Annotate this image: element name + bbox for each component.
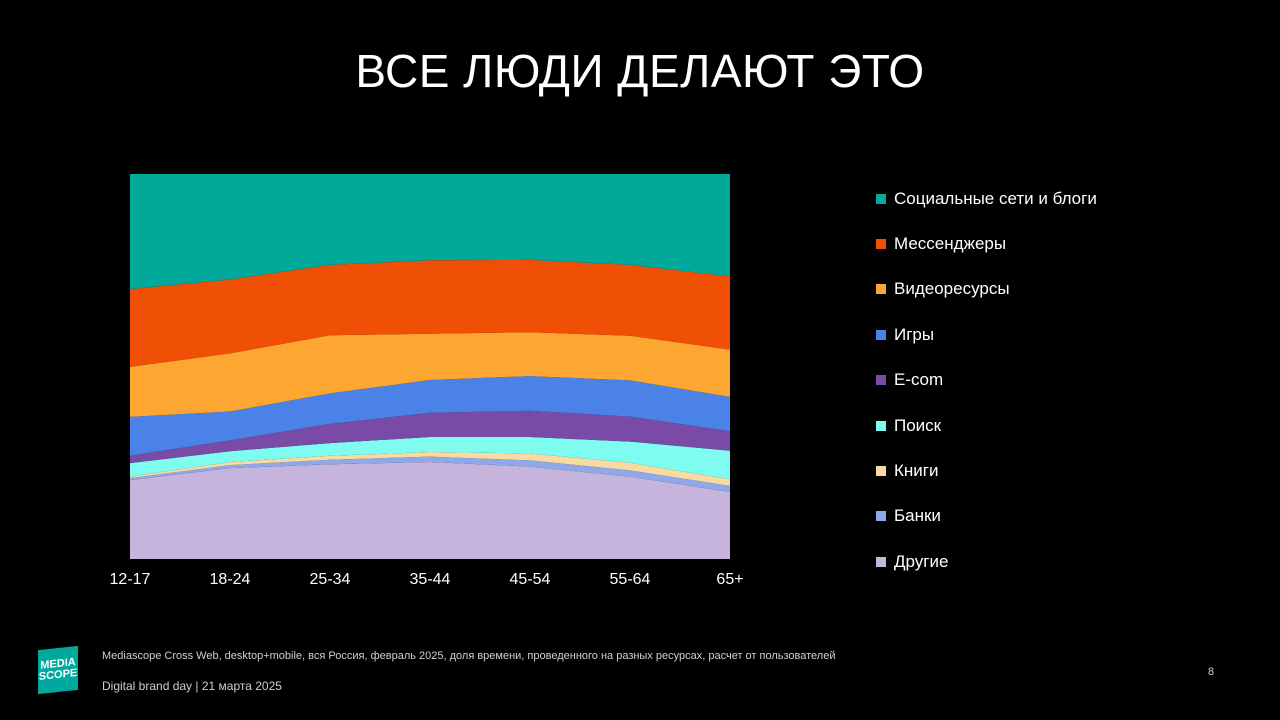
legend-item: Социальные сети и блоги xyxy=(876,176,1256,221)
x-tick-label: 25-34 xyxy=(310,571,351,588)
legend-label: Социальные сети и блоги xyxy=(894,188,1097,208)
legend-swatch xyxy=(876,239,886,250)
x-tick-label: 18-24 xyxy=(210,571,251,588)
x-tick-label: 55-64 xyxy=(610,571,651,588)
legend-item: Поиск xyxy=(876,403,1256,448)
legend-label: Игры xyxy=(894,324,935,344)
source-note: Mediascope Cross Web, desktop+mobile, вс… xyxy=(102,650,836,662)
area-series-3 xyxy=(130,437,730,480)
legend-item: Игры xyxy=(876,312,1256,357)
legend-swatch xyxy=(876,511,886,522)
legend-item: Банки xyxy=(876,494,1256,539)
legend-item: Книги xyxy=(876,448,1256,493)
legend-swatch xyxy=(876,466,886,477)
legend-label: Видеоресурсы xyxy=(894,279,1010,299)
chart-legend: Социальные сети и блоги Мессенджеры Видеор… xyxy=(876,176,1256,585)
legend-swatch xyxy=(876,420,886,431)
stacked-area-chart: 12-17 18-24 25-34 35-44 45-54 55-64 65+ xyxy=(110,174,744,588)
logo-text-line2: SCOPE xyxy=(38,666,78,684)
legend-label: Банки xyxy=(894,506,941,526)
event-caption: Digital brand day | 21 марта 2025 xyxy=(102,679,282,693)
area-series-7 xyxy=(130,259,730,367)
slide-title: ВСЕ ЛЮДИ ДЕЛАЮТ ЭТО xyxy=(355,45,925,97)
x-tick-label: 65+ xyxy=(716,571,743,588)
area-series-2 xyxy=(130,452,730,486)
legend-item: E-com xyxy=(876,358,1256,403)
legend-item: Видеоресурсы xyxy=(876,267,1256,312)
legend-label: Поиск xyxy=(894,415,942,435)
area-series-5 xyxy=(130,376,730,456)
x-tick-label: 35-44 xyxy=(410,571,451,588)
page-number: 8 xyxy=(1208,666,1215,678)
area-series-6 xyxy=(130,332,730,417)
legend-label: Книги xyxy=(894,461,939,481)
legend-swatch xyxy=(876,556,886,567)
legend-item: Мессенджеры xyxy=(876,221,1256,266)
legend-label: Другие xyxy=(894,551,949,571)
area-series-0 xyxy=(130,462,730,559)
legend-swatch xyxy=(876,284,886,295)
legend-item: Другие xyxy=(876,539,1256,584)
legend-label: Мессенджеры xyxy=(894,234,1007,254)
area-series-8 xyxy=(130,174,730,290)
legend-swatch xyxy=(876,375,886,386)
mediascope-logo: MEDIA SCOPE xyxy=(38,645,78,695)
area-series-1 xyxy=(130,456,730,492)
area-series-4 xyxy=(130,410,730,464)
x-tick-label: 45-54 xyxy=(510,571,551,588)
legend-swatch xyxy=(876,329,886,340)
legend-swatch xyxy=(876,193,886,204)
legend-label: E-com xyxy=(894,370,944,390)
x-tick-label: 12-17 xyxy=(110,571,151,588)
